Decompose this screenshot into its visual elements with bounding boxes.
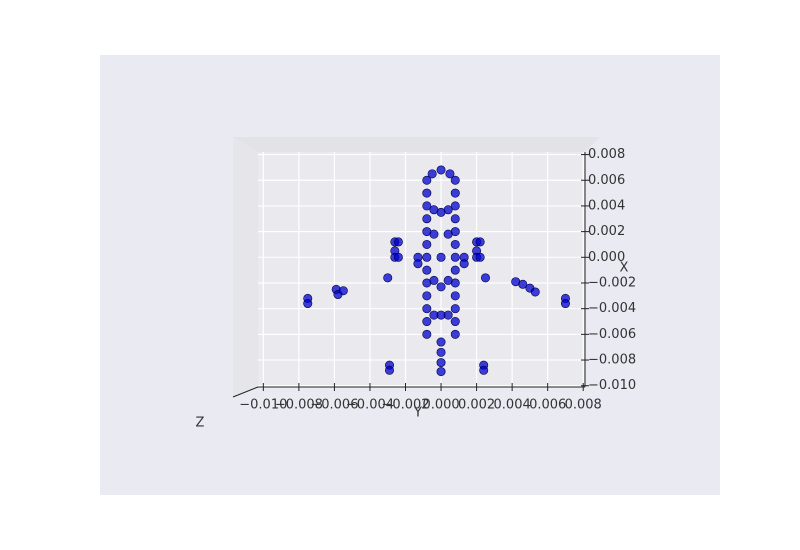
point — [459, 259, 469, 269]
point — [436, 367, 446, 377]
x-tick-label: 0.004 — [494, 398, 531, 413]
point — [393, 237, 403, 247]
x-tick-label: 0.006 — [529, 398, 566, 413]
x-tick-label: 0.008 — [565, 398, 602, 413]
point — [450, 175, 460, 185]
point — [450, 239, 460, 249]
point — [436, 165, 446, 175]
point — [518, 279, 528, 289]
point — [422, 317, 432, 327]
pane-left — [233, 137, 258, 397]
point — [560, 299, 570, 309]
point — [422, 175, 432, 185]
point — [479, 365, 489, 375]
x-tick-label: 0.000 — [422, 398, 459, 413]
point — [450, 214, 460, 224]
y-tick-label: 0.008 — [588, 147, 625, 162]
point — [422, 252, 432, 262]
z-axis-label: Z — [196, 416, 205, 431]
y-tick-label: 0.002 — [588, 224, 625, 239]
point — [436, 358, 446, 368]
point — [443, 275, 453, 285]
point — [475, 237, 485, 247]
x-tick-label: −0.006 — [310, 398, 358, 413]
x-tick-label: −0.002 — [381, 398, 429, 413]
point — [422, 291, 432, 301]
point — [422, 188, 432, 198]
point — [429, 205, 439, 215]
point — [429, 229, 439, 239]
point — [393, 252, 403, 262]
point — [436, 337, 446, 347]
x-axis-label: Y — [413, 406, 422, 421]
point — [422, 239, 432, 249]
point — [443, 310, 453, 320]
y-tick-label: 0.004 — [588, 198, 625, 213]
point — [450, 317, 460, 327]
point — [443, 229, 453, 239]
y-tick-label: −0.008 — [588, 353, 636, 368]
point — [422, 329, 432, 339]
point — [385, 365, 395, 375]
x-tick-label: −0.008 — [275, 398, 323, 413]
point — [429, 275, 439, 285]
y-tick-label: −0.010 — [588, 378, 636, 393]
point — [475, 252, 485, 262]
point — [383, 273, 393, 283]
y-axis-label: X — [620, 261, 629, 276]
ticks: −0.010−0.008−0.006−0.004−0.0020.0000.002… — [239, 147, 636, 412]
pane-main — [258, 152, 585, 387]
x-tick-label: −0.010 — [239, 398, 287, 413]
point — [427, 169, 437, 179]
points — [303, 165, 570, 377]
point — [450, 252, 460, 262]
point — [436, 252, 446, 262]
y-tick-label: −0.002 — [588, 275, 636, 290]
point — [450, 201, 460, 211]
point — [422, 214, 432, 224]
y-tick-label: −0.006 — [588, 327, 636, 342]
point — [450, 304, 460, 314]
point — [422, 201, 432, 211]
point — [450, 188, 460, 198]
point — [436, 282, 446, 292]
point — [445, 169, 455, 179]
point — [338, 286, 348, 296]
point — [530, 287, 540, 297]
point — [450, 291, 460, 301]
y-tick-label: 0.006 — [588, 173, 625, 188]
point — [443, 205, 453, 215]
point — [450, 329, 460, 339]
point — [422, 304, 432, 314]
point — [480, 273, 490, 283]
point — [413, 259, 423, 269]
x-tick-label: −0.004 — [346, 398, 394, 413]
point — [450, 265, 460, 275]
point — [436, 347, 446, 357]
pane-top — [233, 137, 600, 152]
z-axis-line — [232, 386, 259, 398]
y-tick-label: 0.000 — [588, 250, 625, 265]
point — [422, 265, 432, 275]
y-tick-label: −0.004 — [588, 301, 636, 316]
point — [303, 299, 313, 309]
x-tick-label: 0.002 — [458, 398, 495, 413]
